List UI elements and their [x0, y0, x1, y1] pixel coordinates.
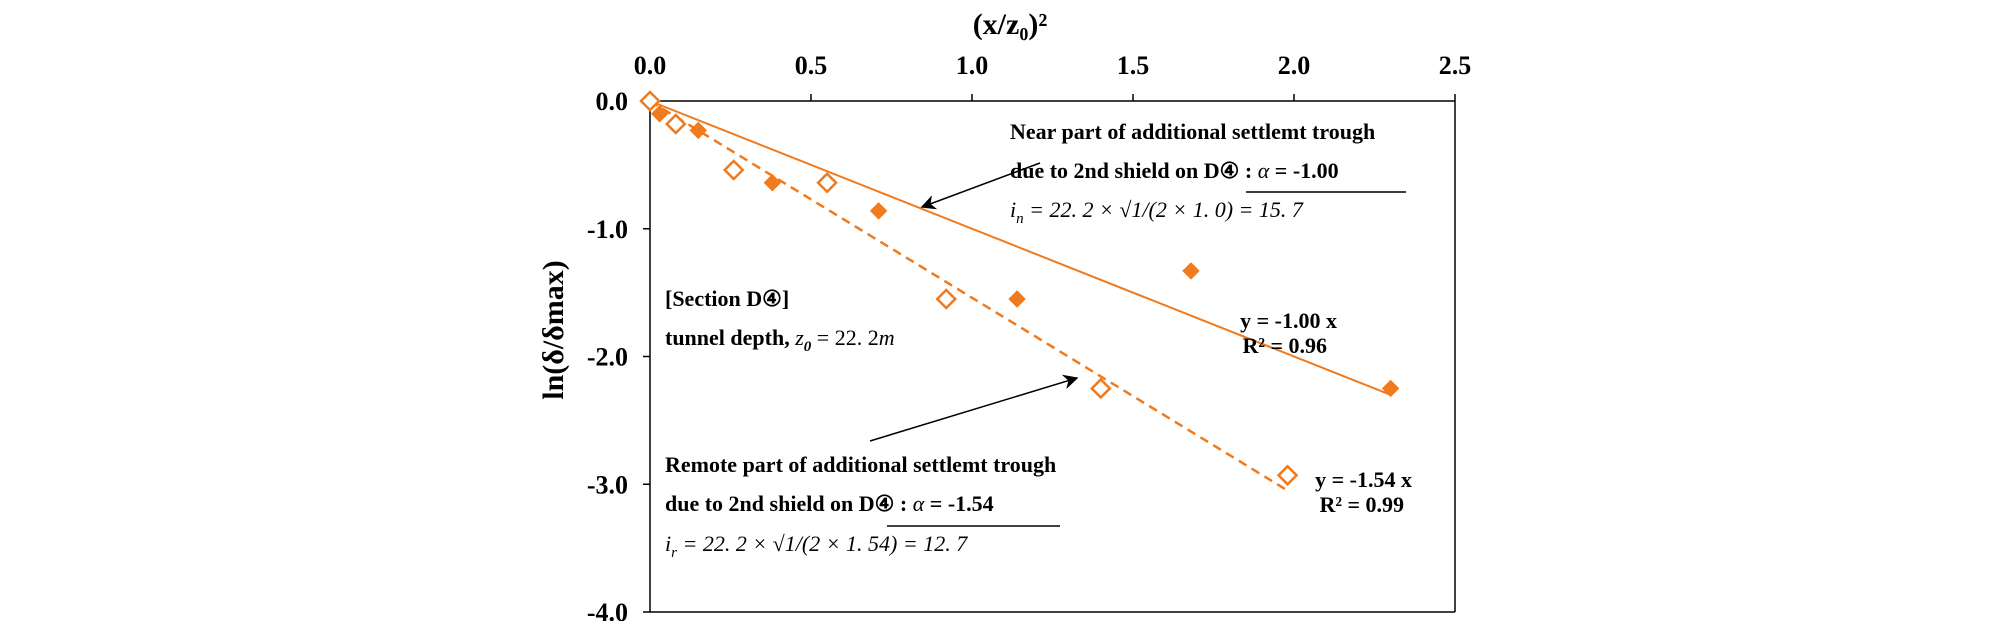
trendline-remote — [649, 99, 1289, 492]
filled-diamond-point — [869, 202, 888, 220]
near-equation: y = -1.00 x — [1240, 308, 1337, 333]
y-tick-label: 0.0 — [596, 87, 629, 116]
near-annotation: Near part of additional settlemt trough … — [920, 119, 1406, 227]
hollow-diamond-point — [1090, 377, 1112, 400]
trendlines — [649, 99, 1391, 492]
data-points — [639, 90, 1400, 487]
x-tick-label: 0.5 — [795, 51, 828, 80]
remote-r2: R² = 0.99 — [1319, 492, 1404, 517]
y-axis-title-text: ln(δ/δmax) — [537, 260, 570, 399]
hollow-diamond-point — [639, 90, 661, 112]
remote-equation: y = -1.54 x — [1315, 467, 1412, 492]
y-tick-label: -1.0 — [587, 215, 628, 244]
hollow-diamond-point — [816, 171, 838, 194]
x-tick-label: 0.0 — [634, 51, 667, 80]
x-axis-title-text: (x/z₀)² — [973, 8, 1048, 41]
near-line1: Near part of additional settlemt trough — [1010, 119, 1375, 144]
remote-line2: due to 2nd shield on D④ : α = -1.54 — [665, 491, 994, 516]
filled-diamond-point — [763, 174, 782, 192]
x-tick-label: 1.5 — [1117, 51, 1150, 80]
section-line1: [Section D④] — [665, 286, 789, 311]
x-tick-label: 1.0 — [956, 51, 989, 80]
x-axis-title: (x/z₀)² — [973, 8, 1048, 41]
y-axis-title: ln(δ/δmax) — [537, 260, 570, 399]
remote-line1: Remote part of additional settlemt troug… — [665, 452, 1056, 477]
near-sqrt-icon: √ — [1119, 197, 1132, 222]
section-annotation: [Section D④] tunnel depth, z0 = 22. 2m — [665, 286, 895, 355]
equation-labels: y = -1.00 x R² = 0.96 y = -1.54 x R² = 0… — [1240, 308, 1412, 517]
remote-arrow — [869, 374, 1079, 442]
filled-diamond-point — [1381, 379, 1400, 398]
hollow-diamond-point — [664, 113, 687, 135]
section-line2: tunnel depth, z0 = 22. 2m — [665, 325, 895, 355]
filled-diamond-point — [689, 121, 708, 140]
filled-diamond-point — [1008, 290, 1026, 308]
hollow-diamond-point — [935, 288, 958, 310]
near-line2: due to 2nd shield on D④ : α = -1.00 — [1010, 158, 1339, 183]
filled-diamond-point — [1182, 262, 1200, 280]
near-formula: in = 22. 2 × √1/(2 × 1. 0) = 15. 7 — [1010, 197, 1304, 227]
remote-annotation: Remote part of additional settlemt troug… — [665, 374, 1079, 561]
near-arrow — [920, 162, 1041, 210]
hollow-diamond-point — [1276, 464, 1299, 487]
x-tick-label: 2.5 — [1439, 51, 1472, 80]
filled-diamond-point — [650, 105, 669, 123]
trendline-near — [649, 100, 1391, 396]
near-r2: R² = 0.96 — [1242, 333, 1327, 358]
hollow-diamond-point — [722, 159, 745, 181]
remote-formula: ir = 22. 2 × √1/(2 × 1. 54) = 12. 7 — [665, 531, 968, 561]
y-tick-label: -2.0 — [587, 343, 628, 372]
y-tick-label: -4.0 — [587, 598, 628, 621]
axes — [643, 94, 1456, 613]
y-tick-label: -3.0 — [587, 470, 628, 499]
x-tick-label: 2.0 — [1278, 51, 1311, 80]
remote-sqrt-icon: √ — [773, 531, 786, 556]
